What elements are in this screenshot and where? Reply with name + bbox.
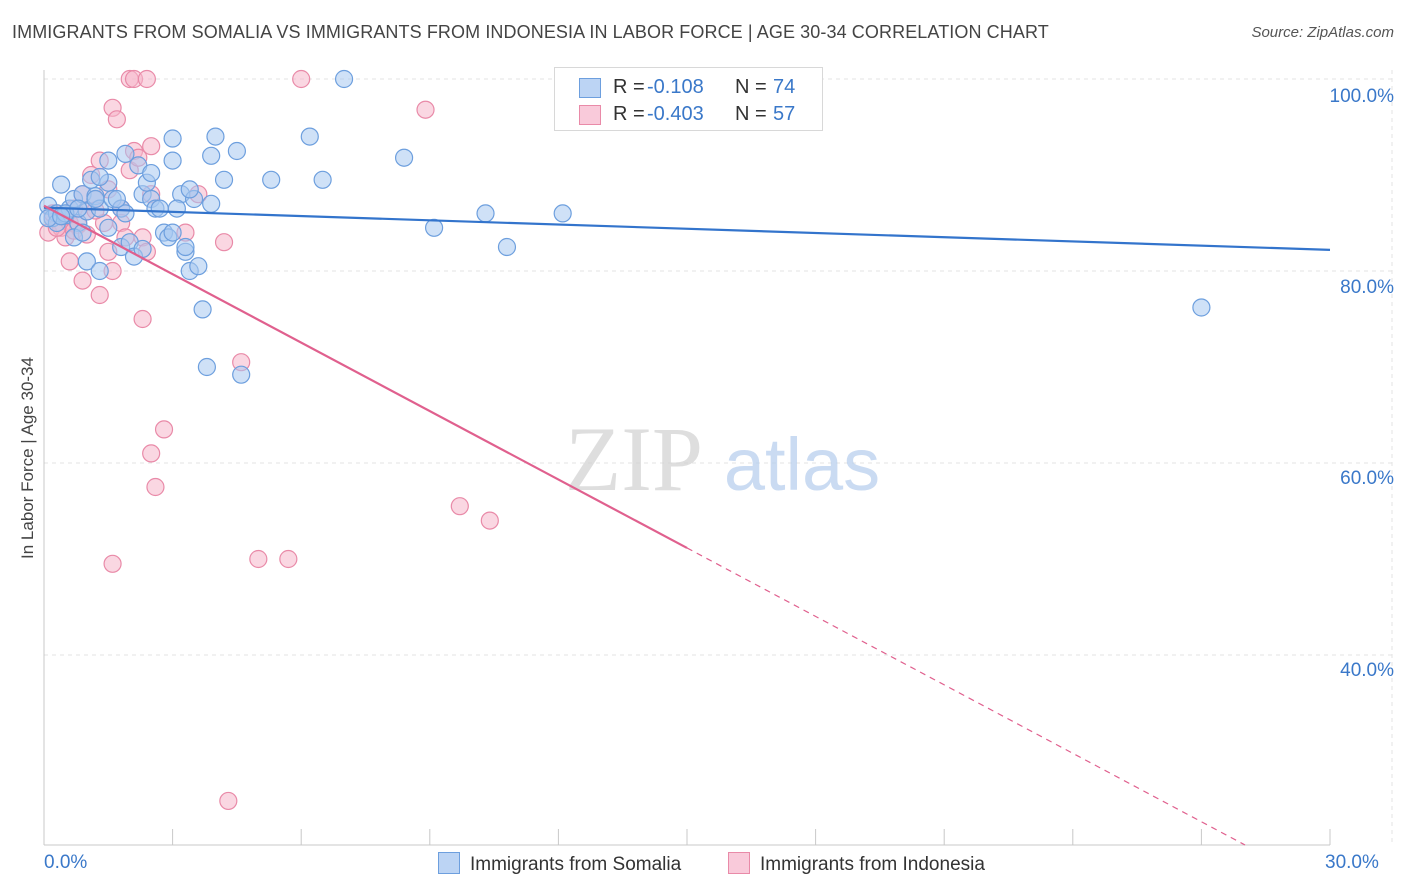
correlation-legend: R = -0.108 N = 74 R = -0.403 N = 57	[554, 67, 823, 131]
somalia-point	[163, 223, 182, 242]
indonesia-point	[154, 420, 174, 439]
somalia-point	[553, 204, 572, 223]
grid-layer	[44, 70, 1393, 845]
indonesia-point	[142, 137, 161, 156]
indonesia-legend-swatch	[728, 852, 750, 874]
y-tick-label: 80.0%	[1340, 277, 1394, 298]
indonesia-point	[214, 233, 234, 252]
y-tick-label: 100.0%	[1329, 86, 1394, 107]
somalia-point	[214, 170, 234, 189]
somalia-point	[150, 199, 169, 218]
indonesia-point	[480, 511, 499, 530]
indonesia-legend-label: Immigrants from Indonesia	[760, 854, 985, 875]
watermark-zip: ZIP	[565, 408, 703, 510]
somalia-point	[90, 261, 109, 281]
somalia-point	[262, 170, 281, 189]
x-tick-label-min: 0.0%	[44, 852, 88, 873]
somalia-point	[227, 141, 246, 161]
somalia-point	[193, 300, 212, 319]
somalia-point	[90, 167, 109, 187]
somalia-point	[116, 144, 135, 163]
indonesia-point	[107, 110, 126, 129]
somalia-point	[52, 207, 71, 226]
indonesia-point	[103, 554, 122, 573]
indonesia-point	[73, 271, 92, 290]
somalia-point	[202, 146, 221, 165]
indonesia-point	[90, 285, 109, 305]
somalia-point	[1192, 298, 1211, 317]
indonesia-swatch	[579, 105, 601, 125]
n-label: N =	[735, 76, 767, 98]
somalia-point	[180, 180, 199, 199]
somalia-trend-line	[43, 206, 1331, 251]
watermark: ZIP atlas	[565, 408, 880, 510]
somalia-point	[163, 151, 182, 170]
somalia-point	[313, 170, 332, 189]
x-tick-label-max: 30.0%	[1325, 852, 1379, 873]
somalia-point	[99, 218, 118, 237]
somalia-point	[300, 127, 319, 146]
y-tick-label: 40.0%	[1340, 660, 1394, 681]
somalia-point	[167, 199, 186, 218]
watermark-atlas: atlas	[724, 423, 880, 506]
somalia-point	[189, 257, 208, 276]
somalia-point	[334, 69, 354, 89]
r-value: -0.403	[647, 103, 704, 125]
trend-lines	[43, 204, 1331, 846]
source-credit: Source: ZipAtlas.com	[1251, 24, 1394, 41]
n-value: 74	[773, 76, 796, 98]
indonesia-point	[146, 477, 165, 497]
somalia-point	[52, 175, 71, 194]
somalia-point	[163, 129, 182, 148]
indonesia-point	[133, 309, 152, 329]
indonesia-point	[279, 549, 298, 569]
somalia-point	[476, 204, 495, 223]
somalia-swatch	[579, 78, 601, 98]
somalia-point	[77, 252, 96, 271]
somalia-point	[99, 151, 118, 170]
legend-item-somalia: Immigrants from Somalia	[438, 852, 681, 876]
n-label: N =	[735, 103, 767, 125]
indonesia-point	[60, 252, 79, 271]
somalia-legend-label: Immigrants from Somalia	[470, 854, 682, 875]
somalia-point	[197, 357, 216, 377]
indonesia-trend-line	[43, 204, 688, 549]
somalia-point	[176, 237, 195, 257]
somalia-point	[202, 194, 221, 213]
indonesia-point	[450, 497, 469, 516]
indonesia-point	[137, 69, 156, 89]
somalia-point	[424, 218, 444, 237]
r-label: R =	[613, 103, 645, 125]
r-label: R =	[613, 76, 645, 98]
somalia-point	[394, 148, 414, 167]
somalia-point	[86, 189, 105, 209]
chart-title: IMMIGRANTS FROM SOMALIA VS IMMIGRANTS FR…	[12, 22, 1049, 42]
legend-item-indonesia: Immigrants from Indonesia	[728, 852, 985, 876]
indonesia-point	[416, 100, 435, 119]
somalia-point	[232, 365, 251, 384]
somalia-point	[107, 189, 126, 209]
n-value: 57	[773, 103, 796, 125]
somalia-point	[142, 163, 161, 183]
indonesia-point	[219, 791, 238, 811]
somalia-point	[497, 237, 517, 257]
somalia-legend-swatch	[438, 852, 460, 874]
y-axis-label: In Labor Force | Age 30-34	[18, 357, 37, 559]
somalia-point	[206, 127, 225, 146]
indonesia-point	[249, 549, 268, 569]
r-value: -0.108	[647, 76, 704, 98]
y-tick-label: 60.0%	[1340, 468, 1394, 489]
indonesia-trend-extrapolation	[686, 547, 1246, 846]
indonesia-point	[142, 444, 161, 463]
indonesia-point	[292, 69, 311, 89]
